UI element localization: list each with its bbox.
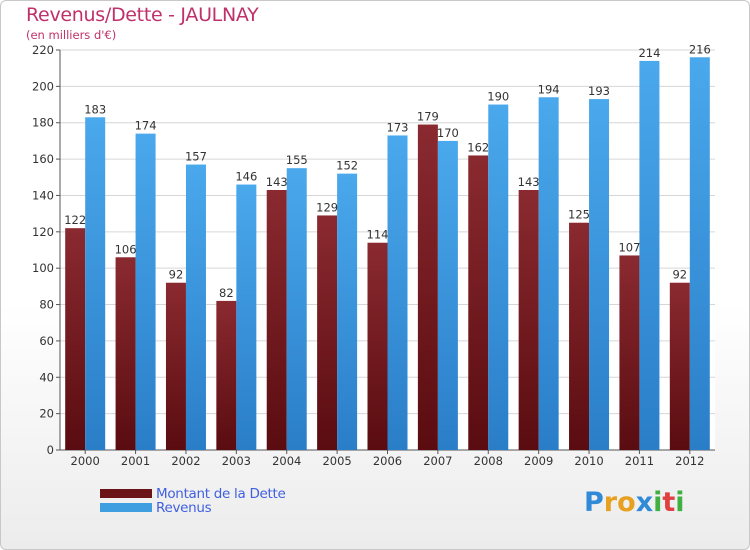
legend-label-revenus: Revenus — [156, 500, 212, 516]
x-tick-label: 2008 — [474, 454, 503, 468]
bar-revenus — [488, 104, 509, 450]
bar-debt — [619, 255, 640, 450]
bar-revenus — [135, 133, 156, 451]
data-labels: 122 183 106 174 92 157 82 146 143 155 129 152 114 173… — [64, 42, 711, 300]
bar-debt — [569, 222, 590, 450]
legend-swatch-revenus — [100, 503, 152, 512]
data-label-revenus: 183 — [84, 102, 106, 116]
logo-letter: o — [617, 487, 636, 518]
bar-revenus — [538, 97, 559, 450]
x-tick-label: 2009 — [524, 454, 553, 468]
data-label-revenus: 152 — [336, 159, 358, 173]
y-tick-label: 140 — [32, 188, 54, 202]
bar-revenus — [236, 184, 257, 450]
data-label-debt: 92 — [169, 268, 184, 282]
data-label-revenus: 146 — [235, 170, 257, 184]
logo-letter: x — [635, 487, 654, 518]
legend-label-debt: Montant de la Dette — [156, 486, 286, 502]
bars — [65, 57, 710, 451]
x-tick-label: 2004 — [272, 454, 301, 468]
bar-debt — [216, 300, 237, 450]
x-tick-label: 2005 — [322, 454, 351, 468]
x-tick-label: 2000 — [71, 454, 100, 468]
data-label-debt: 92 — [672, 268, 687, 282]
bar-revenus — [185, 164, 206, 450]
bar-debt — [165, 282, 186, 450]
bar-debt — [518, 190, 539, 450]
y-tick-label: 160 — [32, 152, 54, 166]
y-tick-label: 200 — [32, 79, 54, 93]
bar-revenus — [387, 135, 408, 451]
y-tick-label: 0 — [47, 443, 54, 457]
bar-debt — [65, 228, 86, 450]
data-label-revenus: 216 — [689, 42, 711, 56]
chart-title: Revenus/Dette - JAULNAY — [26, 4, 259, 26]
y-tick-label: 180 — [32, 116, 54, 130]
x-tick-label: 2002 — [171, 454, 200, 468]
bar-revenus — [639, 60, 660, 451]
data-label-revenus: 214 — [638, 46, 660, 60]
logo-letter: P — [584, 487, 604, 518]
data-label-revenus: 173 — [387, 120, 409, 134]
chart-subtitle: (en milliers d'€) — [26, 28, 117, 42]
bar-debt — [367, 242, 388, 450]
data-label-revenus: 193 — [588, 84, 610, 98]
bar-revenus — [85, 117, 106, 450]
data-label-revenus: 190 — [487, 90, 509, 104]
data-label-revenus: 170 — [437, 126, 459, 140]
bar-revenus — [589, 99, 610, 450]
bar-revenus — [437, 140, 458, 450]
y-tick-label: 20 — [39, 407, 54, 421]
data-label-debt: 179 — [417, 110, 439, 124]
y-tick-label: 40 — [39, 370, 54, 384]
logo-letter: i — [653, 487, 663, 518]
bar-revenus — [689, 57, 710, 450]
x-tick-label: 2010 — [574, 454, 603, 468]
data-label-revenus: 157 — [185, 150, 207, 164]
x-tick-label: 2012 — [675, 454, 704, 468]
data-label-debt: 107 — [618, 240, 640, 254]
x-tick-label: 2011 — [625, 454, 654, 468]
data-label-debt: 162 — [467, 140, 489, 154]
data-label-debt: 82 — [219, 286, 234, 300]
data-label-debt: 114 — [367, 228, 389, 242]
y-tick-label: 60 — [39, 334, 54, 348]
bar-debt — [669, 282, 690, 450]
bar-debt — [266, 190, 287, 450]
proxiti-logo: Proxiti — [584, 487, 685, 518]
x-tick-label: 2006 — [373, 454, 402, 468]
data-label-revenus: 155 — [286, 153, 308, 167]
bar-revenus — [286, 168, 307, 450]
logo-letter: i — [675, 487, 685, 518]
y-tick-label: 100 — [32, 261, 54, 275]
logo-letter: t — [662, 487, 676, 518]
data-label-revenus: 174 — [135, 119, 157, 133]
x-tick-label: 2003 — [222, 454, 251, 468]
x-tick-label: 2007 — [423, 454, 452, 468]
y-tick-label: 80 — [39, 298, 54, 312]
bar-debt — [115, 257, 136, 450]
bar-debt — [417, 124, 438, 450]
data-label-debt: 125 — [568, 208, 590, 222]
axes: 0 20 40 60 80 100 120 140 160 180 200 220 2000 2001 20… — [32, 43, 715, 468]
logo-letter: r — [603, 487, 618, 518]
data-label-debt: 122 — [64, 213, 86, 227]
data-label-debt: 143 — [266, 175, 288, 189]
bar-debt — [468, 155, 489, 451]
data-label-debt: 129 — [316, 200, 338, 214]
y-tick-label: 220 — [32, 43, 54, 57]
legend-swatch-debt — [100, 489, 152, 498]
data-label-revenus: 194 — [538, 82, 560, 96]
x-tick-label: 2001 — [121, 454, 150, 468]
data-label-debt: 106 — [115, 242, 137, 256]
bar-debt — [317, 215, 338, 450]
data-label-debt: 143 — [518, 175, 540, 189]
y-tick-label: 120 — [32, 225, 54, 239]
bar-revenus — [337, 173, 358, 451]
